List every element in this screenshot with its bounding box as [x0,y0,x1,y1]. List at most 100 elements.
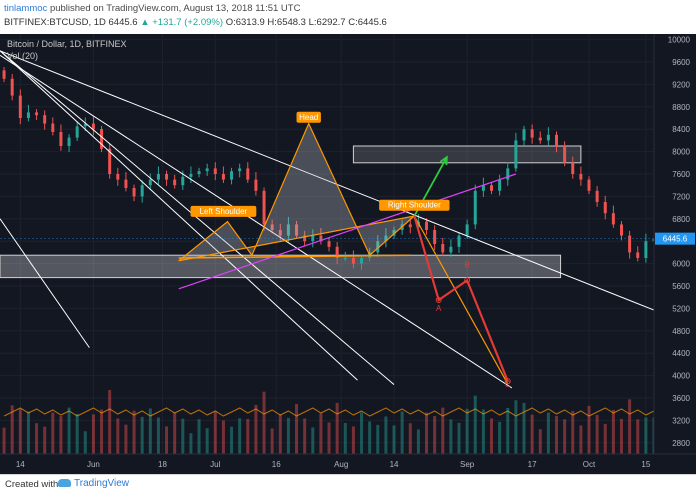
volume-bar [473,395,477,454]
price-tick-label: 4400 [672,349,690,358]
pattern-label-bg [190,205,257,217]
ohlc-text: O:6313.9 H:6548.3 L:6292.7 C:6445.6 [225,17,387,28]
price-tick-label: 6800 [672,215,690,224]
volume-bar [311,427,315,454]
volume-bar [506,407,510,454]
volume-bar [555,415,559,454]
candle-body [197,171,201,174]
candle-body [83,123,87,127]
time-axis[interactable]: 14 Jun 18 Jul 16 Aug 14 Sep 17 Oct 15 [16,460,651,469]
volume-bar [43,426,47,454]
volume-bar [579,425,583,454]
candle-body [530,129,534,138]
candle-body [221,174,225,180]
chart-area[interactable]: A B C Left Shoulder Head Right Shoulder 10000… [0,34,696,474]
price-axis[interactable]: 1000096009200880084008000760072006800640… [655,36,695,448]
price-tick-label: 5200 [672,304,690,313]
price-chart[interactable]: A B C Left Shoulder Head Right Shoulder 10000… [0,34,696,474]
author-link[interactable]: tinlammoc [4,3,48,14]
candle-body [108,148,112,174]
zones [0,145,582,279]
volume-bar [327,422,331,454]
time-axis-bg [0,454,696,474]
volume-bar [384,416,388,454]
volume-bar [636,419,640,454]
volume-bar [246,418,250,454]
volume-bar [587,405,591,454]
candle-body [286,224,290,236]
published-text: published on TradingView.com, August 13,… [49,3,301,14]
volume-bar [603,423,607,454]
volume-bar [173,412,177,454]
candle-body [449,246,453,253]
candle-body [433,230,437,244]
time-tick-label: 14 [390,460,399,469]
price-tick-label: 7200 [672,192,690,201]
price-tick-label: 8400 [672,125,690,134]
volume-bar [2,427,6,454]
tradingview-logo[interactable]: TradingView [58,478,129,489]
volume-bar [295,403,299,454]
trendline [0,54,513,389]
volume-bar [108,390,112,454]
volume-bars [2,390,656,454]
candle-body [26,112,30,118]
volume-ma-line [3,407,655,417]
volume-bar [628,399,632,454]
volume-bar [416,429,420,454]
candle-body [408,224,412,228]
candle-body [376,241,380,253]
candle-body [148,179,152,186]
orange-projection [413,215,509,385]
volume-bar [425,412,429,454]
candle-body [35,112,39,116]
volume-bar [148,408,152,454]
candle-body [10,78,14,96]
volume-bar [59,416,63,454]
candle-body [335,246,339,258]
price-tick-label: 3200 [672,416,690,425]
volume-bar [538,429,542,454]
pattern-label: Left Shoulder [200,207,248,216]
candle-body [644,241,648,258]
candle-body [587,179,591,191]
volume-bar [238,418,242,454]
candle-body [116,174,120,180]
candle-body [205,168,209,172]
candle-body [18,95,22,118]
candle-body [522,129,526,141]
candle-body [481,185,485,191]
trendline [0,218,90,348]
volume-bar [75,413,79,454]
volume-bar [335,402,339,454]
candle-body [67,137,71,146]
candle-body [254,179,258,191]
candle-body [140,185,144,197]
volume-bar [563,419,567,454]
candle-body [270,224,274,230]
overlays: A B C Left Shoulder Head Right Shoulder [0,50,655,389]
grid [0,34,654,454]
volume-bar [392,425,396,454]
head-shoulders-pattern [178,122,417,262]
candle-body [124,179,128,188]
candle-body [181,176,185,186]
candle-body [506,168,510,180]
volume-bar [165,426,169,454]
volume-bar [400,411,404,454]
vol-label: Vol (20) [7,51,38,61]
volume-bar [140,416,144,454]
candle-body [538,137,542,141]
neckline [178,254,411,259]
price-tick-label: 9200 [672,80,690,89]
volume-bar [408,423,412,454]
volume-bar [51,412,55,454]
trendline [0,50,655,311]
candle-body [173,179,177,186]
volume-bar [611,409,615,454]
candle-body [571,162,575,174]
candle-body [230,171,234,180]
point-label: B [464,261,469,270]
volume-bar [481,409,485,454]
volume-bar [91,414,95,454]
